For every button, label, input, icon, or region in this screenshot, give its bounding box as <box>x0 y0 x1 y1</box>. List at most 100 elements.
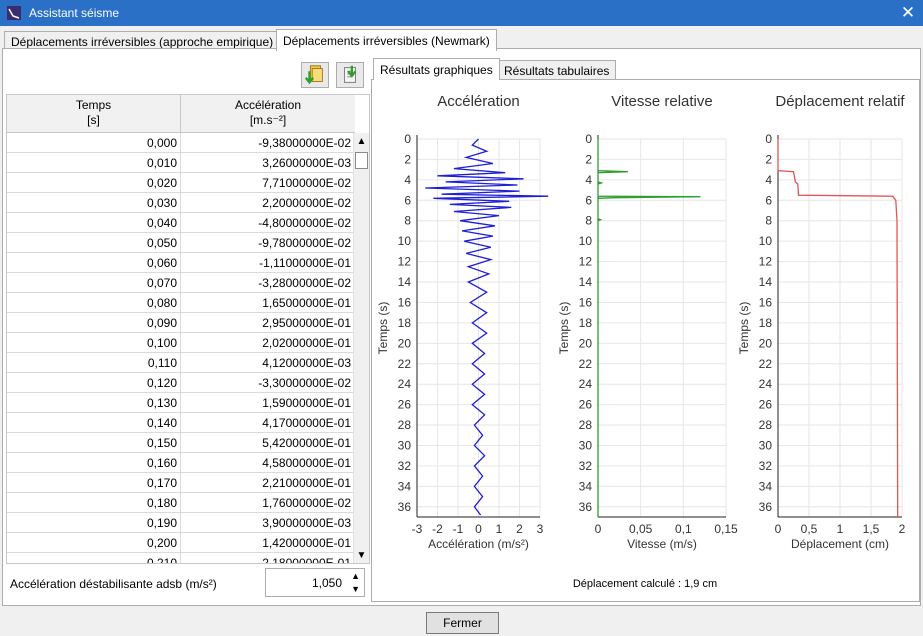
table-row[interactable]: 0,030 2,20000000E-02 <box>7 193 355 213</box>
table-row[interactable]: 0,100 2,02000000E-01 <box>7 333 355 353</box>
x-tick-label: 0 <box>475 522 482 536</box>
cell-temps[interactable]: 0,110 <box>7 353 181 372</box>
cell-temps[interactable]: 0,170 <box>7 473 181 492</box>
cell-temps[interactable]: 0,200 <box>7 533 181 552</box>
cell-temps[interactable]: 0,050 <box>7 233 181 252</box>
cell-temps[interactable]: 0,030 <box>7 193 181 212</box>
x-tick-label: 0,05 <box>629 522 653 536</box>
y-tick-label: 16 <box>579 295 593 309</box>
cell-acceleration[interactable]: -4,80000000E-02 <box>181 213 355 232</box>
table-row[interactable]: 0,110 4,12000000E-03 <box>7 353 355 373</box>
table-row[interactable]: 0,000 -9,38000000E-02 <box>7 133 355 153</box>
cell-acceleration[interactable]: -9,38000000E-02 <box>181 133 355 152</box>
data-table[interactable]: Temps [s] Accélération [m.s⁻²] 0,000 -9,3… <box>6 94 370 564</box>
x-tick-label: 0,15 <box>714 522 738 536</box>
cell-temps[interactable]: 0,040 <box>7 213 181 232</box>
table-row[interactable]: 0,040 -4,80000000E-02 <box>7 213 355 233</box>
cell-acceleration[interactable]: -3,28000000E-02 <box>181 273 355 292</box>
table-row[interactable]: 0,170 2,21000000E-01 <box>7 473 355 493</box>
table-row[interactable]: 0,070 -3,28000000E-02 <box>7 273 355 293</box>
cell-acceleration[interactable]: 2,20000000E-02 <box>181 193 355 212</box>
subtab-label: Résultats tabulaires <box>504 63 610 78</box>
cell-acceleration[interactable]: 7,71000000E-02 <box>181 173 355 192</box>
cell-temps[interactable]: 0,120 <box>7 373 181 392</box>
cell-acceleration[interactable]: 1,76000000E-02 <box>181 493 355 512</box>
import-button[interactable] <box>301 62 329 88</box>
scroll-up-icon[interactable]: ▲ <box>356 136 367 147</box>
cell-acceleration[interactable]: 1,65000000E-01 <box>181 293 355 312</box>
y-axis-label: Temps (s) <box>737 302 751 355</box>
cell-acceleration[interactable]: 1,59000000E-01 <box>181 393 355 412</box>
cell-temps[interactable]: 0,090 <box>7 313 181 332</box>
y-tick-label: 32 <box>579 459 593 473</box>
cell-acceleration[interactable]: 1,42000000E-01 <box>181 533 355 552</box>
column-header-temps[interactable]: Temps [s] <box>7 95 181 132</box>
scroll-down-icon[interactable]: ▼ <box>356 550 367 561</box>
table-row[interactable]: 0,150 5,42000000E-01 <box>7 433 355 453</box>
cell-temps[interactable]: 0,060 <box>7 253 181 272</box>
table-row[interactable]: 0,010 3,26000000E-03 <box>7 153 355 173</box>
spin-down-icon[interactable]: ▼ <box>351 584 360 594</box>
cell-acceleration[interactable]: -9,78000000E-02 <box>181 233 355 252</box>
column-header-acceleration[interactable]: Accélération [m.s⁻²] <box>181 95 355 132</box>
scroll-thumb[interactable] <box>355 152 368 169</box>
table-row[interactable]: 0,120 -3,30000000E-02 <box>7 373 355 393</box>
cell-temps[interactable]: 0,140 <box>7 413 181 432</box>
cell-acceleration[interactable]: 4,12000000E-03 <box>181 353 355 372</box>
table-row[interactable]: 0,210 2,18000000E-01 <box>7 553 355 563</box>
x-tick-label: 1 <box>496 522 503 536</box>
table-row[interactable]: 0,190 3,90000000E-03 <box>7 513 355 533</box>
spin-up-icon[interactable]: ▲ <box>351 571 360 581</box>
cell-temps[interactable]: 0,130 <box>7 393 181 412</box>
cell-acceleration[interactable]: 5,42000000E-01 <box>181 433 355 452</box>
table-scrollbar[interactable]: ▲ ▼ <box>353 133 369 563</box>
cell-acceleration[interactable]: 2,02000000E-01 <box>181 333 355 352</box>
cell-temps[interactable]: 0,180 <box>7 493 181 512</box>
tab-newmark[interactable]: Déplacements irréversibles (Newmark) <box>276 29 497 51</box>
table-row[interactable]: 0,020 7,71000000E-02 <box>7 173 355 193</box>
y-tick-label: 12 <box>579 255 593 269</box>
subtab-graphiques[interactable]: Résultats graphiques <box>373 58 500 80</box>
cell-acceleration[interactable]: 3,26000000E-03 <box>181 153 355 172</box>
table-row[interactable]: 0,180 1,76000000E-02 <box>7 493 355 513</box>
adsb-spinner[interactable]: 1,050 ▲ ▼ <box>265 568 365 597</box>
cell-temps[interactable]: 0,020 <box>7 173 181 192</box>
y-tick-label: 2 <box>404 152 411 166</box>
close-icon[interactable]: ✕ <box>900 3 916 22</box>
cell-acceleration[interactable]: 3,90000000E-03 <box>181 513 355 532</box>
cell-temps[interactable]: 0,000 <box>7 133 181 152</box>
table-row[interactable]: 0,160 4,58000000E-01 <box>7 453 355 473</box>
cell-acceleration[interactable]: 4,58000000E-01 <box>181 453 355 472</box>
table-row[interactable]: 0,050 -9,78000000E-02 <box>7 233 355 253</box>
cell-acceleration[interactable]: 2,21000000E-01 <box>181 473 355 492</box>
tab-empirique[interactable]: Déplacements irréversibles (approche emp… <box>4 31 281 51</box>
cell-acceleration[interactable]: -1,11000000E-01 <box>181 253 355 272</box>
table-row[interactable]: 0,130 1,59000000E-01 <box>7 393 355 413</box>
close-button[interactable]: Fermer <box>426 612 499 634</box>
subtab-tabulaires[interactable]: Résultats tabulaires <box>497 60 617 80</box>
cell-temps[interactable]: 0,080 <box>7 293 181 312</box>
cell-temps[interactable]: 0,190 <box>7 513 181 532</box>
table-row[interactable]: 0,080 1,65000000E-01 <box>7 293 355 313</box>
table-row[interactable]: 0,200 1,42000000E-01 <box>7 533 355 553</box>
chart-title: Déplacement relatif <box>775 93 905 110</box>
x-tick-label: -1 <box>453 522 464 536</box>
cell-acceleration[interactable]: 4,17000000E-01 <box>181 413 355 432</box>
y-tick-label: 34 <box>579 479 593 493</box>
cell-acceleration[interactable]: 2,18000000E-01 <box>181 553 355 563</box>
chart-title: Vitesse relative <box>611 93 712 110</box>
cell-temps[interactable]: 0,070 <box>7 273 181 292</box>
cell-temps[interactable]: 0,210 <box>7 553 181 563</box>
cell-temps[interactable]: 0,010 <box>7 153 181 172</box>
cell-temps[interactable]: 0,100 <box>7 333 181 352</box>
table-row[interactable]: 0,140 4,17000000E-01 <box>7 413 355 433</box>
cell-temps[interactable]: 0,160 <box>7 453 181 472</box>
cell-temps[interactable]: 0,150 <box>7 433 181 452</box>
table-row[interactable]: 0,060 -1,11000000E-01 <box>7 253 355 273</box>
cell-acceleration[interactable]: 2,95000000E-01 <box>181 313 355 332</box>
y-tick-label: 10 <box>759 234 773 248</box>
export-button[interactable] <box>336 62 364 88</box>
cell-acceleration[interactable]: -3,30000000E-02 <box>181 373 355 392</box>
y-tick-label: 4 <box>585 173 592 187</box>
table-row[interactable]: 0,090 2,95000000E-01 <box>7 313 355 333</box>
